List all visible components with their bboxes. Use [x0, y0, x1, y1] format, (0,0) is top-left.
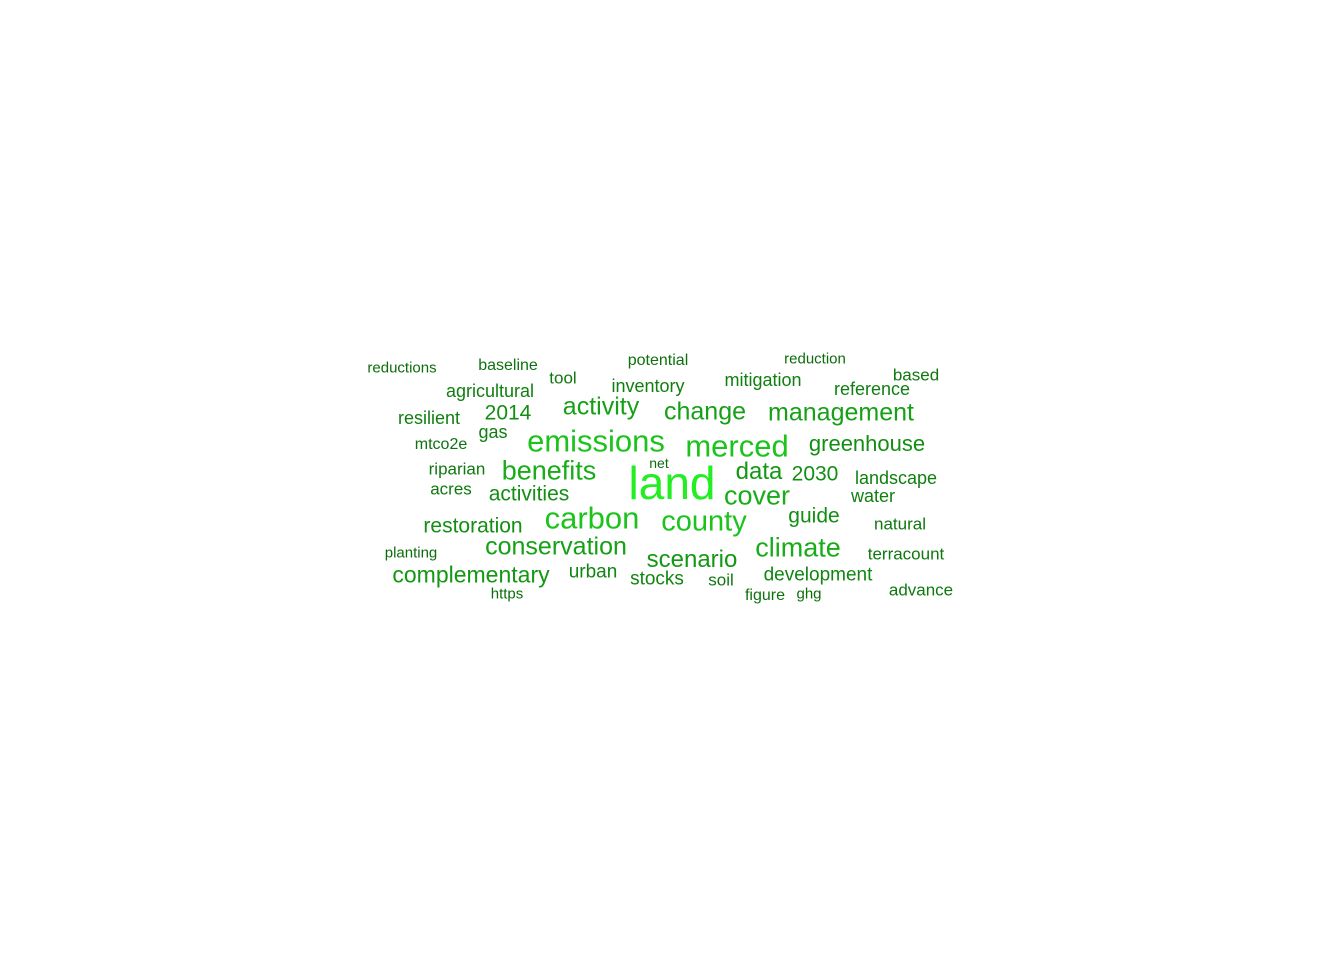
word-reduction: reduction [784, 350, 846, 368]
word-planting: planting [384, 544, 438, 562]
word-resilient: resilient [397, 408, 461, 428]
word-land: land [628, 457, 716, 509]
word-2014: 2014 [484, 401, 532, 425]
word-activity: activity [562, 392, 640, 421]
word-climate: climate [755, 532, 841, 563]
word-tool: tool [549, 368, 577, 388]
word-carbon: carbon [544, 500, 640, 536]
word-complementary: complementary [392, 561, 550, 588]
word-advance: advance [888, 580, 954, 600]
word-change: change [663, 397, 747, 426]
word-reductions: reductions [367, 359, 437, 377]
word-2030: 2030 [791, 462, 839, 486]
word-landscape: landscape [854, 468, 938, 488]
word-activities: activities [488, 482, 570, 506]
word-riparian: riparian [428, 459, 486, 479]
word-acres: acres [430, 479, 472, 499]
word-https: https [490, 585, 524, 603]
word-water: water [850, 486, 896, 506]
word-county: county [661, 505, 747, 538]
word-scenario: scenario [646, 546, 738, 573]
word-development: development [763, 564, 873, 586]
word-baseline: baseline [478, 357, 538, 374]
word-conservation: conservation [485, 532, 627, 561]
word-emissions: emissions [527, 423, 665, 459]
word-benefits: benefits [501, 455, 597, 486]
word-data: data [735, 458, 783, 485]
word-natural: natural [874, 514, 926, 534]
word-terracount: terracount [867, 544, 945, 564]
word-net: net [649, 455, 669, 471]
word-management: management [768, 398, 914, 427]
word-urban: urban [568, 561, 618, 583]
word-based: based [892, 365, 940, 385]
word-inventory: inventory [611, 376, 685, 396]
word-ghg: ghg [796, 585, 822, 603]
word-restoration: restoration [423, 514, 523, 538]
word-mtco2e: mtco2e [414, 436, 468, 453]
word-guide: guide [788, 504, 840, 528]
word-gas: gas [478, 422, 508, 442]
word-stocks: stocks [630, 568, 684, 590]
word-greenhouse: greenhouse [808, 431, 926, 456]
word-mitigation: mitigation [724, 370, 802, 390]
word-soil: soil [708, 570, 734, 590]
word-figure: figure [744, 587, 786, 604]
word-reference: reference [833, 379, 911, 399]
word-potential: potential [627, 352, 689, 369]
word-merced: merced [685, 428, 789, 464]
word-cover: cover [723, 480, 791, 511]
word-agricultural: agricultural [445, 381, 535, 401]
